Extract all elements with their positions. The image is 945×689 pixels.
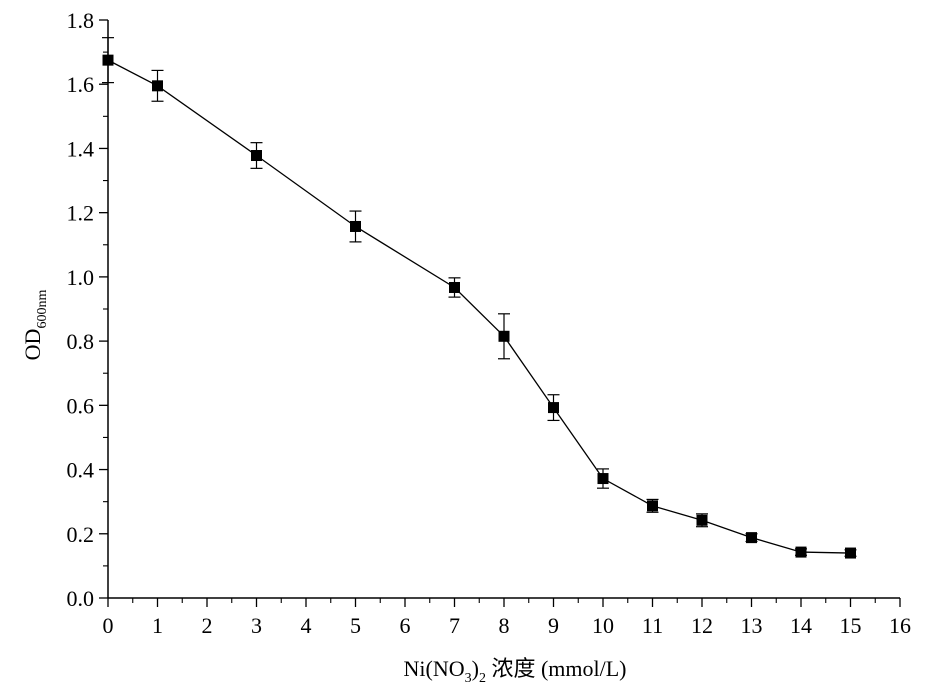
x-tick-label: 16 (889, 613, 911, 638)
x-tick-label: 8 (499, 613, 510, 638)
x-axis-title-paren: ) (472, 656, 479, 681)
y-tick-label: 0.4 (67, 458, 95, 483)
data-point (548, 402, 559, 414)
data-point (498, 330, 510, 342)
x-tick-label: 5 (350, 613, 361, 638)
data-point (597, 473, 609, 485)
data-point (350, 220, 361, 232)
data-point (449, 281, 460, 293)
x-tick-label: 7 (449, 613, 460, 638)
y-tick-label: 0.2 (67, 522, 95, 547)
y-axis-title-main: OD (20, 329, 45, 361)
y-axis-title: OD600nm (20, 290, 50, 361)
y-tick-label: 1.4 (67, 136, 95, 161)
data-point (251, 150, 262, 162)
series-line (107, 59, 851, 554)
x-tick-label: 10 (592, 613, 614, 638)
y-tick-label: 1.8 (67, 8, 95, 33)
x-tick-label: 12 (691, 613, 713, 638)
data-point (795, 546, 807, 558)
x-axis-title-sub1: 3 (465, 671, 472, 686)
data-series (102, 37, 857, 559)
data-point (845, 547, 856, 559)
x-axis-title-suffix: 浓度 (mmol/L) (486, 656, 627, 681)
y-tick-label: 1.2 (67, 201, 95, 226)
y-tick-label: 1.0 (67, 265, 95, 290)
x-tick-label: 9 (548, 613, 559, 638)
x-tick-label: 2 (202, 613, 213, 638)
x-tick-label: 6 (400, 613, 411, 638)
x-tick-label: 3 (251, 613, 262, 638)
x-axis-title-sub2: 2 (479, 671, 486, 686)
x-tick-label: 1 (152, 613, 163, 638)
x-tick-label: 0 (103, 613, 114, 638)
data-point (746, 532, 757, 544)
x-tick-label: 15 (840, 613, 862, 638)
x-tick-label: 4 (301, 613, 312, 638)
x-axis-title-main: Ni(NO (404, 656, 465, 681)
data-point (102, 54, 114, 66)
y-axis-title-sub: 600nm (35, 290, 50, 329)
ticks: 0 1 2 3 4 5 6 7 8 9 10 11 12 13 14 15 160.00.20.40.60.81… (67, 8, 912, 638)
y-tick-label: 0.6 (67, 393, 95, 418)
x-tick-label: 14 (790, 613, 812, 638)
axes (107, 20, 900, 599)
x-tick-label: 13 (741, 613, 763, 638)
data-point (152, 80, 163, 92)
data-point (696, 514, 708, 526)
data-point (647, 500, 658, 512)
x-tick-label: 11 (642, 613, 663, 638)
y-tick-label: 0.8 (67, 329, 95, 354)
x-axis-title: Ni(NO3)2 浓度 (mmol/L) (404, 656, 627, 686)
y-tick-label: 1.6 (67, 72, 95, 97)
y-tick-label: 0.0 (67, 586, 95, 611)
